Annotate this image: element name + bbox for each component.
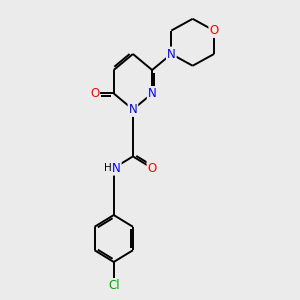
Text: O: O [209,24,219,37]
Text: N: N [129,103,137,116]
Text: O: O [90,87,99,100]
Text: N: N [112,162,121,175]
Text: N: N [148,87,157,100]
Text: O: O [148,162,157,175]
Text: N: N [167,47,176,61]
Text: Cl: Cl [108,279,120,292]
Text: H: H [104,163,112,173]
